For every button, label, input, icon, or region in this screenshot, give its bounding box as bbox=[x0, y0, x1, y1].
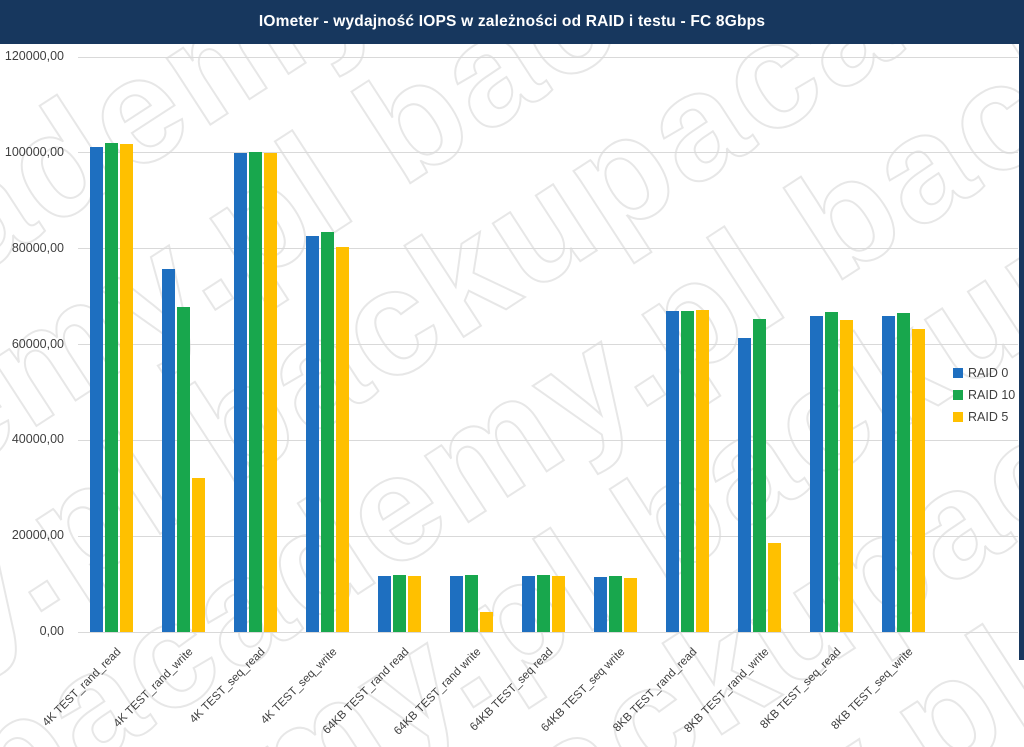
bar-group bbox=[449, 575, 493, 632]
bar-raid10 bbox=[608, 576, 622, 632]
bar-raid0 bbox=[881, 316, 895, 632]
bar-raid0 bbox=[665, 311, 679, 632]
bar-raid10 bbox=[536, 575, 550, 632]
bar-group bbox=[305, 232, 349, 632]
legend-item-raid10: RAID 10 bbox=[953, 388, 1015, 402]
chart-title-bar: IOmeter - wydajność IOPS w zależności od… bbox=[0, 0, 1024, 44]
bar-raid10 bbox=[680, 311, 694, 632]
gridline bbox=[78, 152, 1018, 154]
bar-group bbox=[737, 319, 781, 632]
legend-item-raid0: RAID 0 bbox=[953, 366, 1015, 380]
bar-raid10 bbox=[392, 575, 406, 632]
gridline bbox=[78, 344, 1018, 345]
legend: RAID 0 RAID 10 RAID 5 bbox=[953, 366, 1015, 432]
bar-raid10 bbox=[896, 313, 910, 632]
bar-raid10 bbox=[824, 312, 838, 632]
bar-raid5 bbox=[839, 320, 853, 632]
y-tick-label: 0,00 bbox=[39, 624, 64, 638]
y-tick-label: 20000,00 bbox=[11, 528, 64, 543]
bar-group bbox=[809, 312, 853, 632]
bar-raid0 bbox=[809, 316, 823, 632]
bar-chart: 0,00 20000,00 40000,00 60000,00 80000,00 1000… bbox=[0, 44, 1024, 747]
bar-raid10 bbox=[464, 575, 478, 632]
x-axis: 4K TEST_rand_read 4K TEST_rand_write 4K TE… bbox=[41, 632, 942, 747]
legend-swatch-raid0-icon bbox=[953, 368, 963, 378]
bar-raid10 bbox=[320, 232, 334, 632]
bar-raid0 bbox=[377, 576, 391, 632]
y-tick-label: 120000,00 bbox=[4, 49, 64, 63]
bar-group bbox=[377, 575, 421, 632]
gridline bbox=[78, 439, 1018, 441]
bar-raid0 bbox=[593, 577, 607, 632]
y-tick-label: 40000,00 bbox=[11, 432, 64, 447]
bar-raid5 bbox=[335, 247, 349, 632]
bar-raid0 bbox=[521, 576, 535, 632]
legend-label-raid5: RAID 5 bbox=[968, 410, 1009, 424]
bar-group bbox=[881, 313, 925, 632]
y-tick-label: 60000,00 bbox=[11, 336, 64, 351]
bar-raid0 bbox=[305, 236, 319, 632]
bar-group bbox=[593, 576, 637, 632]
legend-swatch-raid10-icon bbox=[953, 390, 963, 400]
bar-raid5 bbox=[551, 576, 565, 632]
bar-group bbox=[521, 575, 565, 632]
gridline bbox=[78, 248, 1018, 250]
bar-raid5 bbox=[479, 612, 493, 632]
bar-raid0 bbox=[233, 153, 247, 632]
chart-title: IOmeter - wydajność IOPS w zależności od… bbox=[258, 13, 766, 30]
bar-raid0 bbox=[737, 338, 751, 632]
gridline bbox=[78, 56, 1018, 58]
legend-swatch-raid5-icon bbox=[953, 412, 963, 422]
bar-raid5 bbox=[911, 329, 925, 632]
bar-raid10 bbox=[752, 319, 766, 632]
gridline bbox=[78, 631, 1018, 633]
bar-group bbox=[233, 152, 277, 632]
bar-raid0 bbox=[161, 269, 175, 632]
bar-group bbox=[665, 310, 709, 632]
bar-group bbox=[89, 143, 133, 632]
bar-raid10 bbox=[104, 143, 118, 632]
bar-raid10 bbox=[176, 307, 190, 632]
bar-raid5 bbox=[119, 144, 133, 632]
right-border bbox=[1019, 0, 1024, 660]
bar-raid0 bbox=[449, 576, 463, 632]
y-tick-label: 80000,00 bbox=[11, 240, 64, 255]
legend-label-raid0: RAID 0 bbox=[968, 366, 1009, 380]
bar-raid5 bbox=[263, 153, 277, 632]
bar-raid0 bbox=[89, 147, 103, 632]
bar-raid10 bbox=[248, 152, 262, 632]
bar-raid5 bbox=[623, 578, 637, 632]
bar-raid5 bbox=[767, 543, 781, 632]
legend-label-raid10: RAID 10 bbox=[968, 388, 1016, 402]
y-tick-label: 100000,00 bbox=[4, 144, 64, 159]
gridline bbox=[78, 535, 1018, 537]
bar-group bbox=[161, 269, 205, 632]
legend-item-raid5: RAID 5 bbox=[953, 410, 1015, 424]
bar-raid5 bbox=[407, 576, 421, 632]
plot-area bbox=[78, 56, 1018, 633]
bar-raid5 bbox=[695, 310, 709, 632]
y-axis: 0,00 20000,00 40000,00 60000,00 80000,00 1000… bbox=[0, 49, 70, 638]
bar-raid5 bbox=[191, 478, 205, 632]
